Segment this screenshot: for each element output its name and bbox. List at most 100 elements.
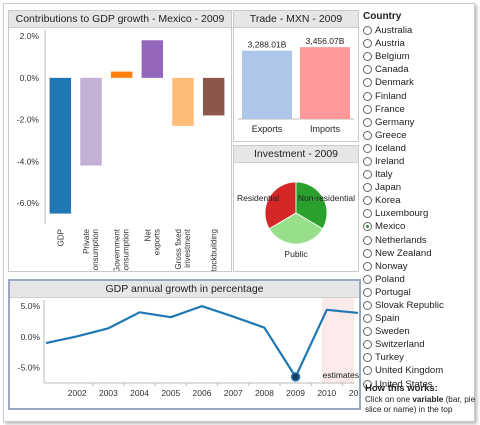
radio-button-icon[interactable]: [363, 314, 372, 324]
country-option-label: Italy: [375, 169, 393, 181]
country-option[interactable]: Slovak Republic: [363, 299, 478, 312]
radio-button-icon[interactable]: [363, 117, 372, 127]
gdp-contributions-title: Contributions to GDP growth - Mexico - 2…: [9, 11, 231, 28]
radio-button-icon[interactable]: [363, 222, 372, 232]
gdp-contribution-bar[interactable]: [110, 71, 133, 78]
country-option-label: Turkey: [375, 352, 404, 364]
country-option-label: Sweden: [375, 326, 410, 338]
country-filter-title: Country: [363, 11, 402, 22]
radio-button-icon[interactable]: [363, 301, 372, 311]
investment-pie-slice[interactable]: [264, 181, 297, 230]
y-tick-label: 2.0%: [20, 31, 40, 41]
trade-panel: Trade - MXN - 2009 3,288.01B Exports 3,456…: [233, 10, 359, 142]
gdp-growth-line[interactable]: [45, 305, 359, 378]
y-tick-label: -2.0%: [17, 115, 40, 125]
radio-button-icon[interactable]: [363, 78, 372, 88]
country-option[interactable]: Spain: [363, 312, 478, 325]
radio-button-icon[interactable]: [363, 235, 372, 245]
help-text-part: Click on one: [365, 395, 413, 404]
highlighted-point[interactable]: [290, 372, 301, 382]
radio-button-icon[interactable]: [363, 379, 372, 389]
radio-button-icon[interactable]: [363, 52, 372, 62]
country-option[interactable]: Japan: [363, 181, 478, 194]
trade-bar[interactable]: [242, 50, 292, 119]
country-option[interactable]: Portugal: [363, 286, 478, 299]
radio-button-icon[interactable]: [363, 156, 372, 166]
country-option-label: Australia: [375, 25, 413, 37]
country-option[interactable]: Norway: [363, 260, 478, 273]
radio-button-icon[interactable]: [363, 183, 372, 193]
gdp-contribution-bar[interactable]: [49, 77, 72, 214]
estimates-annotation: estimates: [323, 370, 359, 380]
x-tick-label: 2006: [193, 388, 212, 398]
pie-slice-label: Residential: [237, 193, 279, 203]
country-option-label: United Kingdom: [375, 365, 444, 377]
country-option-label: Netherlands: [375, 234, 427, 246]
gdp-contribution-bar[interactable]: [80, 77, 102, 166]
country-option[interactable]: Finland: [363, 89, 478, 102]
country-option-label: Slovak Republic: [375, 300, 444, 312]
country-option-label: Greece: [375, 129, 407, 141]
radio-button-icon[interactable]: [363, 26, 372, 36]
radio-button-icon[interactable]: [363, 39, 372, 49]
radio-button-icon[interactable]: [363, 104, 372, 114]
radio-button-icon[interactable]: [363, 327, 372, 337]
country-option[interactable]: United States: [363, 378, 478, 391]
country-option[interactable]: Ireland: [363, 155, 478, 168]
country-option[interactable]: Australia: [363, 24, 478, 37]
trade-data-label: 3,288.01B: [248, 40, 287, 50]
country-option[interactable]: Denmark: [363, 76, 478, 89]
country-option[interactable]: Iceland: [363, 142, 478, 155]
radio-button-icon[interactable]: [363, 248, 372, 258]
country-option[interactable]: Italy: [363, 168, 478, 181]
country-list: Australia Austria Belgium Canada Denmark Finl…: [363, 24, 478, 391]
trade-category-label: Exports: [252, 124, 283, 134]
radio-button-icon[interactable]: [363, 274, 372, 284]
radio-button-icon[interactable]: [363, 340, 372, 350]
country-option[interactable]: Turkey: [363, 351, 478, 364]
country-option[interactable]: Luxembourg: [363, 207, 478, 220]
country-option[interactable]: France: [363, 103, 478, 116]
radio-button-icon[interactable]: [363, 130, 372, 140]
country-option[interactable]: Netherlands: [363, 234, 478, 247]
radio-button-icon[interactable]: [363, 65, 372, 75]
trade-bar[interactable]: [300, 47, 350, 119]
radio-button-icon[interactable]: [363, 91, 372, 101]
country-option[interactable]: Sweden: [363, 325, 478, 338]
investment-pie-slice[interactable]: [295, 181, 328, 230]
pie-slice-label: Non-residential: [298, 193, 355, 203]
gdp-contribution-bar[interactable]: [141, 40, 164, 78]
x-category-label: Netexports: [143, 228, 161, 255]
x-tick-label: 2011: [349, 388, 359, 398]
y-tick-label: -5.0%: [18, 363, 41, 373]
country-option[interactable]: Canada: [363, 63, 478, 76]
country-option-label: Canada: [375, 64, 409, 76]
radio-button-icon[interactable]: [363, 143, 372, 153]
country-option[interactable]: Germany: [363, 116, 478, 129]
country-option-label: Ireland: [375, 155, 405, 167]
radio-button-icon[interactable]: [363, 196, 372, 206]
radio-button-icon[interactable]: [363, 366, 372, 376]
country-option[interactable]: United Kingdom: [363, 364, 478, 377]
x-tick-label: 2003: [99, 388, 118, 398]
country-option[interactable]: Switzerland: [363, 338, 478, 351]
gdp-growth-panel: GDP annual growth in percentage estimate…: [8, 279, 361, 410]
radio-button-icon[interactable]: [363, 170, 372, 180]
radio-button-icon[interactable]: [363, 209, 372, 219]
gdp-contribution-bar[interactable]: [202, 77, 225, 116]
country-option[interactable]: Greece: [363, 129, 478, 142]
investment-pie-slice[interactable]: [268, 212, 324, 245]
country-option[interactable]: Korea: [363, 194, 478, 207]
radio-button-icon[interactable]: [363, 287, 372, 297]
radio-button-icon[interactable]: [363, 353, 372, 363]
country-filter: Country Australia Austria Belgium Canada Den…: [363, 10, 478, 391]
country-option[interactable]: Mexico: [363, 220, 478, 233]
country-option[interactable]: New Zealand: [363, 247, 478, 260]
country-option[interactable]: Belgium: [363, 50, 478, 63]
country-option[interactable]: Austria: [363, 37, 478, 50]
y-tick-label: 0.0%: [21, 332, 41, 342]
gdp-contribution-bar[interactable]: [172, 77, 194, 126]
radio-button-icon[interactable]: [363, 261, 372, 271]
country-option[interactable]: Poland: [363, 273, 478, 286]
country-option-label: Norway: [375, 260, 408, 272]
